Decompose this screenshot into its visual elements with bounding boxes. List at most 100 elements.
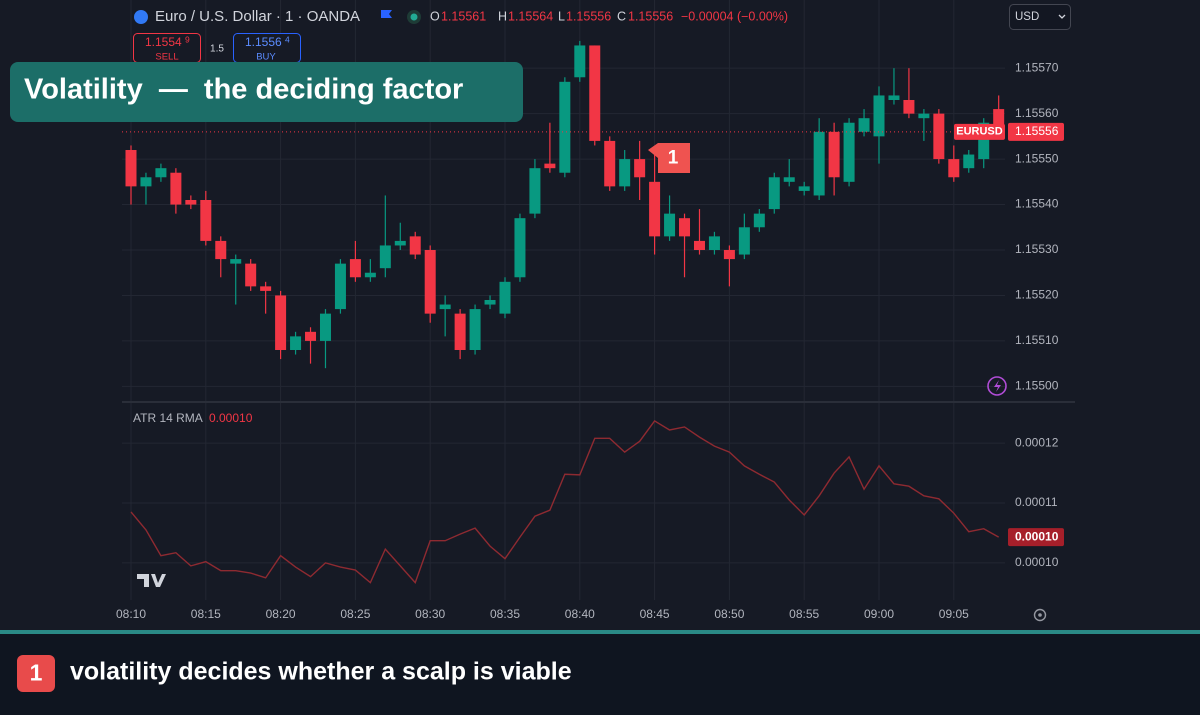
candle-body: [529, 168, 541, 214]
candle-body: [439, 304, 451, 310]
alert-icon[interactable]: [987, 376, 1007, 396]
candle-body: [723, 250, 735, 260]
candle-body: [334, 263, 346, 310]
candle-body: [484, 300, 496, 305]
candle-body: [843, 122, 855, 182]
status-dot: [410, 13, 418, 21]
x-tick-label: 08:50: [714, 607, 744, 621]
symbol-tag-label: EURUSD: [956, 126, 1003, 138]
candle-body: [170, 172, 182, 205]
currency-dropdown[interactable]: [1009, 4, 1071, 30]
x-tick-label: 08:55: [789, 607, 819, 621]
sell-price[interactable]: 1.1554: [145, 35, 182, 49]
settings-center: [1038, 613, 1042, 617]
currency-label[interactable]: USD: [1015, 11, 1039, 23]
candle-body: [305, 331, 317, 341]
ohlc-value: 1.15564: [508, 9, 553, 23]
last-price-tag: [1008, 122, 1064, 141]
candle-body: [813, 131, 825, 196]
ohlc-label: O: [430, 9, 440, 23]
sell-label[interactable]: SELL: [155, 52, 178, 63]
flag-icon[interactable]: [381, 10, 392, 18]
caption-rule: [0, 630, 1200, 634]
settings-icon[interactable]: [1033, 608, 1047, 622]
candle-body: [993, 109, 1005, 132]
candle-body: [394, 240, 406, 246]
candle-body: [888, 95, 900, 100]
candle-body: [230, 259, 242, 264]
x-tick-label: 08:15: [191, 607, 221, 621]
candle-body: [604, 140, 616, 187]
x-tick-label: 08:10: [116, 607, 146, 621]
candle-body: [245, 263, 257, 287]
candle-body: [589, 45, 601, 141]
buy-pip[interactable]: 4: [285, 34, 290, 44]
candle-body: [679, 218, 691, 237]
dropdown-caret: [1058, 14, 1066, 19]
caption-badge-number: 1: [30, 660, 43, 686]
candle-body: [828, 131, 840, 178]
candle-body: [454, 313, 466, 350]
banner-text: Volatility — the deciding factor: [24, 74, 463, 106]
candle-body: [708, 236, 720, 250]
buy-label[interactable]: BUY: [256, 52, 276, 63]
x-tick-label: 08:25: [340, 607, 370, 621]
candle-body: [918, 113, 930, 119]
candle-body: [978, 122, 990, 160]
candle-body: [619, 159, 631, 187]
caption-background: [0, 632, 1200, 715]
spread: 1.5: [210, 44, 224, 55]
candle-body: [215, 240, 227, 260]
y-tick-label: 0.00012: [1015, 435, 1059, 449]
candle-body: [499, 281, 511, 314]
candle-body: [349, 259, 361, 278]
candle-body: [379, 245, 391, 269]
ohlc-value: 1.15561: [441, 9, 486, 23]
symbol-icon: [134, 10, 148, 24]
candle-body: [948, 159, 960, 178]
candle-body: [275, 295, 287, 350]
x-tick-label: 09:05: [939, 607, 969, 621]
candle-body: [200, 200, 212, 241]
candle-body: [634, 159, 646, 178]
candle-body: [260, 286, 272, 291]
candle-body: [963, 154, 975, 169]
candle-body: [798, 186, 810, 191]
candle-body: [544, 163, 556, 169]
candle-body: [469, 309, 481, 350]
ohlc-label: L: [558, 9, 565, 23]
candle-body: [753, 213, 765, 228]
ohlc-value: 1.15556: [566, 9, 611, 23]
candle-body: [319, 313, 331, 341]
y-tick-label: 1.15530: [1015, 242, 1059, 256]
candle-body: [155, 168, 167, 178]
candle-body: [738, 227, 750, 255]
candle-body: [903, 100, 915, 114]
candle-body: [873, 95, 885, 137]
candle-body: [185, 200, 197, 205]
symbol-tag: [954, 123, 1005, 140]
indicator-title: ATR 14 RMA: [133, 411, 203, 425]
candle-body: [125, 150, 137, 187]
callout-marker: [648, 143, 690, 173]
y-tick-label: 1.15540: [1015, 197, 1059, 211]
y-tick-label: 1.15520: [1015, 288, 1059, 302]
last-price-label: 1.15556: [1015, 124, 1059, 138]
candle-body: [933, 113, 945, 160]
y-tick-label: 0.00010: [1015, 555, 1059, 569]
ohlc-label: H: [498, 9, 507, 23]
sell-pip[interactable]: 9: [185, 34, 190, 44]
symbol-title[interactable]: Euro / U.S. Dollar · 1 · OANDA: [155, 8, 360, 25]
candle-body: [409, 236, 421, 255]
alert-bolt: [994, 380, 1001, 392]
y-tick-label: 1.15510: [1015, 333, 1059, 347]
candle-body: [664, 213, 676, 237]
ohlc-value: 1.15556: [628, 9, 673, 23]
atr-value-label: 0.00010: [1015, 529, 1059, 543]
y-tick-label: 1.15570: [1015, 60, 1059, 74]
x-tick-label: 08:40: [565, 607, 595, 621]
candle-body: [424, 250, 436, 314]
y-tick-label: 0.00011: [1015, 495, 1058, 509]
buy-price[interactable]: 1.1556: [245, 35, 282, 49]
